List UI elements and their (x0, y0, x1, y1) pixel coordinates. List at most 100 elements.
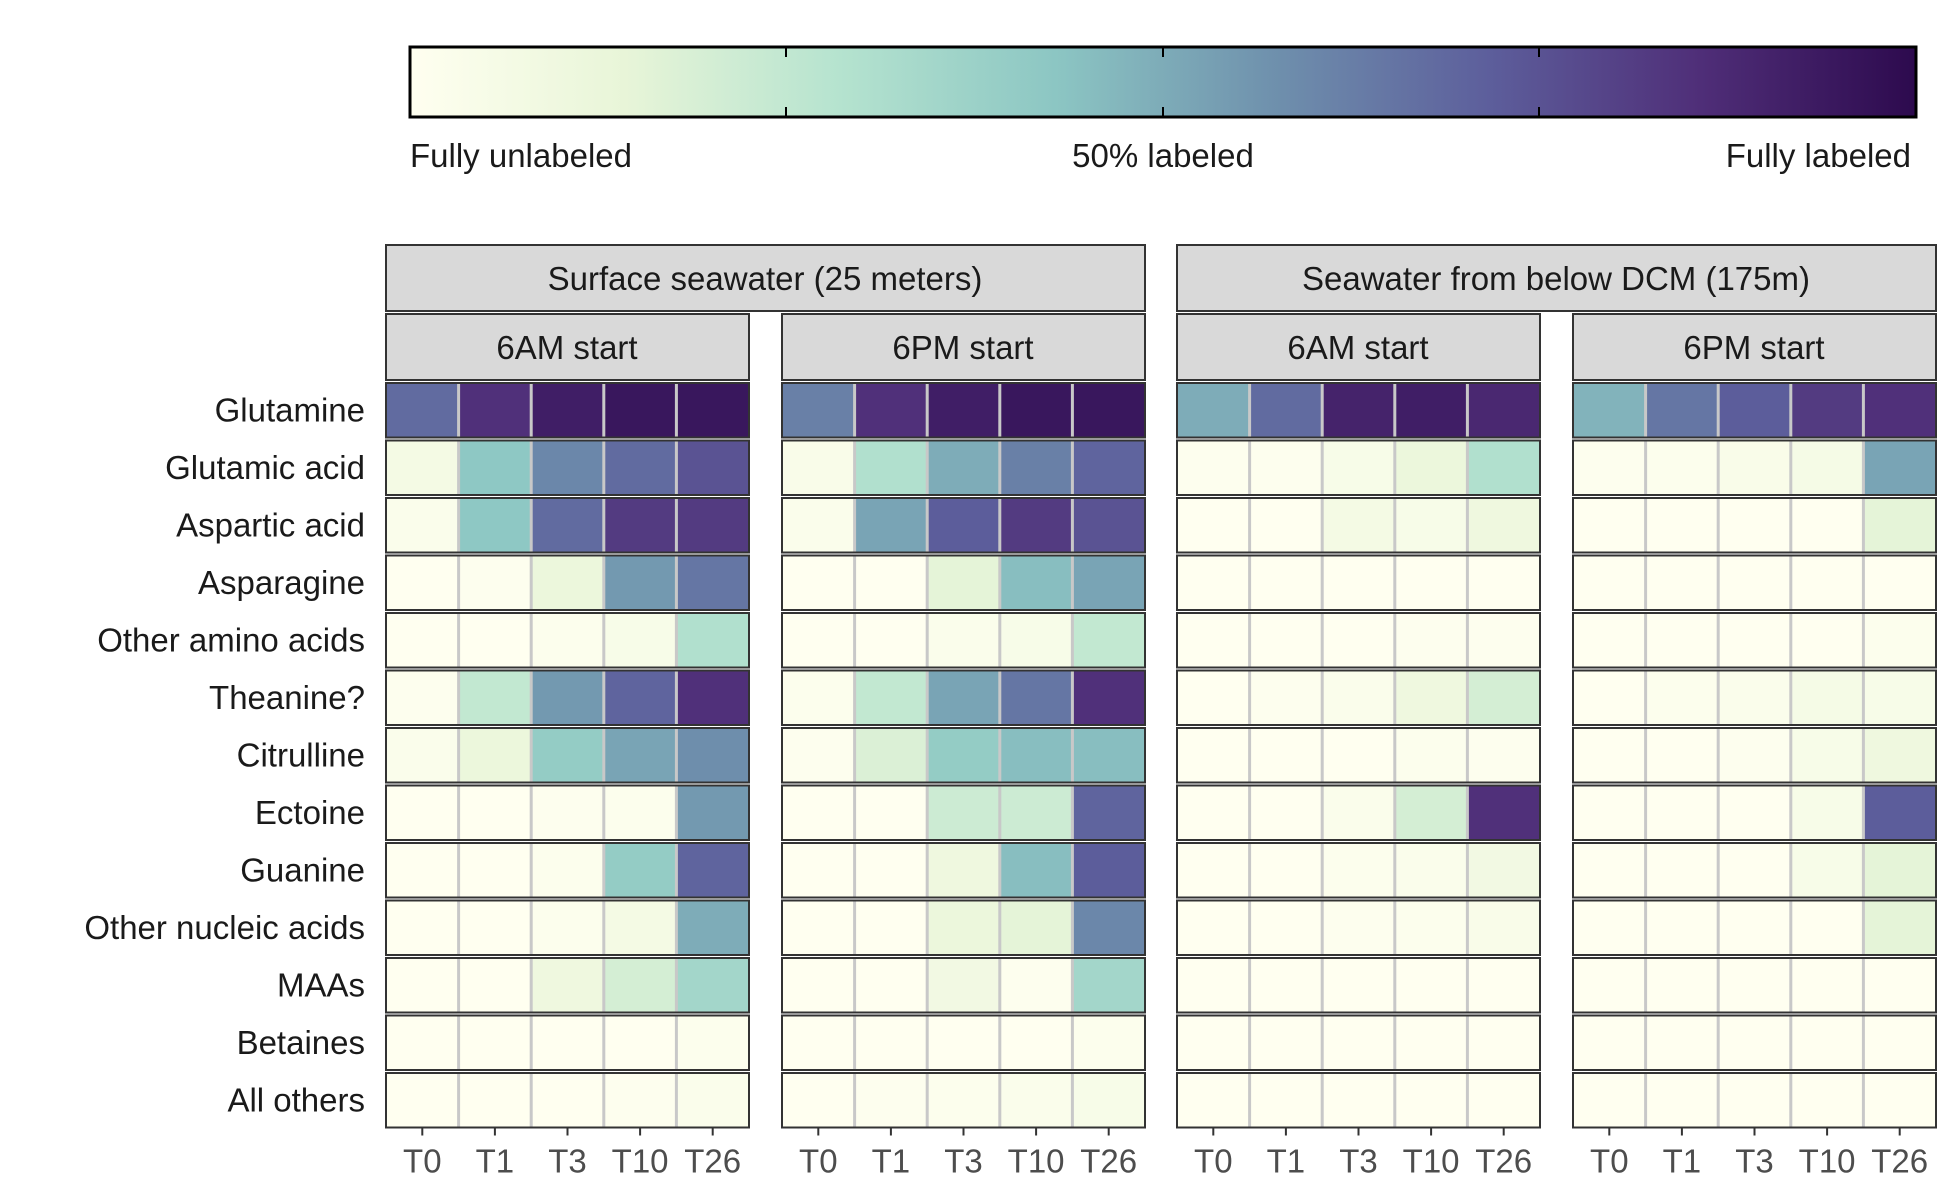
heatmap-cell (531, 728, 604, 783)
row-border (385, 439, 750, 496)
heatmap-cell (1394, 728, 1468, 783)
heatmap-cell (1863, 1073, 1936, 1128)
heatmap-cell (1467, 1015, 1540, 1070)
row-border (1572, 899, 1937, 956)
heatmap-cell (531, 555, 604, 610)
heatmap-cell (603, 958, 677, 1013)
row-border (1572, 842, 1937, 899)
x-tick-label: T0 (799, 1143, 838, 1180)
heatmap-cell (1072, 728, 1145, 783)
heatmap-cell (1467, 1073, 1540, 1128)
heatmap-cell (1249, 1015, 1323, 1070)
row-label: Guanine (240, 851, 365, 888)
heatmap-cell (603, 1073, 677, 1128)
heatmap-cell (1790, 383, 1864, 438)
row-border (781, 382, 1146, 439)
heatmap-cell (1394, 498, 1468, 553)
row-label: Glutamine (215, 391, 365, 428)
row-label: Aspartic acid (176, 506, 365, 543)
row-border (385, 382, 750, 439)
row-label: Other nucleic acids (84, 909, 365, 946)
row-border (1572, 554, 1937, 611)
heatmap-cell (1322, 613, 1395, 668)
heatmap-cell (1863, 900, 1936, 955)
heatmap-cell (1718, 900, 1791, 955)
panel-title-surface: Surface seawater (25 meters) (548, 260, 983, 297)
row-border (385, 899, 750, 956)
heatmap-cell (1718, 498, 1791, 553)
heatmap-cell (676, 843, 749, 898)
heatmap-cell (531, 1015, 604, 1070)
heatmap-cell (1718, 555, 1791, 610)
heatmap-cell (531, 498, 604, 553)
heatmap-cell (1249, 613, 1323, 668)
heatmap-cell (999, 440, 1073, 495)
heatmap-cell (386, 383, 459, 438)
heatmap-cell (1790, 1073, 1864, 1128)
row-border (781, 669, 1146, 726)
heatmap-cell (782, 440, 855, 495)
heatmap-cell (1394, 440, 1468, 495)
heatmap-cell (927, 728, 1000, 783)
heatmap-cell (603, 555, 677, 610)
heatmap-cell (1177, 498, 1250, 553)
row-border (1176, 1014, 1541, 1071)
heatmap-cell (676, 555, 749, 610)
x-tick-label: T3 (944, 1143, 983, 1180)
row-border (385, 784, 750, 841)
heatmap-cell (1072, 613, 1145, 668)
heatmap-cell (1177, 843, 1250, 898)
heatmap-cell (458, 728, 532, 783)
heatmap-cell (386, 613, 459, 668)
heatmap-cell (1718, 670, 1791, 725)
heatmap-cell (458, 440, 532, 495)
x-tick-label: T0 (1590, 1143, 1629, 1180)
column-labels: T0 T1 T3 T10 T26 T0 T1 T3 T10 T26 T0 T1 T3 T10 T26 T0 T1… (403, 1127, 1928, 1180)
heatmap-cell (1790, 785, 1864, 840)
heatmap-cell (531, 785, 604, 840)
heatmap-cell (782, 498, 855, 553)
heatmap-cell (1790, 613, 1864, 668)
heatmap-cell (1177, 555, 1250, 610)
row-border (385, 957, 750, 1014)
heatmap-cell (386, 958, 459, 1013)
heatmap-cell (999, 383, 1073, 438)
heatmap-cell (1072, 843, 1145, 898)
heatmap-cell (999, 670, 1073, 725)
heatmap-cell (1718, 958, 1791, 1013)
heatmap-cell (386, 670, 459, 725)
heatmap-cell (1645, 785, 1719, 840)
heatmap-cell (1394, 1015, 1468, 1070)
row-border (1176, 669, 1541, 726)
heatmap-cell (854, 958, 928, 1013)
heatmap-cell (603, 670, 677, 725)
row-border (1572, 439, 1937, 496)
row-border (1572, 784, 1937, 841)
heatmap-cell (1322, 785, 1395, 840)
heatmap-cell (1467, 728, 1540, 783)
heatmap-cell (1322, 670, 1395, 725)
row-label: Asparagine (198, 564, 365, 601)
row-border (781, 554, 1146, 611)
heatmap-cell (1645, 555, 1719, 610)
heatmap-cell (782, 1015, 855, 1070)
heatmap-cell (1645, 383, 1719, 438)
colorbar-label-min: Fully unlabeled (410, 137, 632, 174)
heatmap-cell (1072, 900, 1145, 955)
x-tick-label: T1 (476, 1143, 515, 1180)
heatmap-cell (458, 670, 532, 725)
x-tick-label: T3 (1339, 1143, 1378, 1180)
heatmap-cell (1790, 958, 1864, 1013)
heatmap-cell (603, 383, 677, 438)
x-tick-label: T1 (1663, 1143, 1702, 1180)
heatmap-cell (676, 1073, 749, 1128)
heatmap-cell (676, 440, 749, 495)
heatmap-cell (1394, 958, 1468, 1013)
subpanel-strip-dcm-6pm (1572, 313, 1937, 381)
row-border (385, 497, 750, 554)
heatmap-cell (1322, 440, 1395, 495)
heatmap-cell (531, 670, 604, 725)
heatmap-cell (1573, 1073, 1646, 1128)
heatmap-cell (676, 670, 749, 725)
